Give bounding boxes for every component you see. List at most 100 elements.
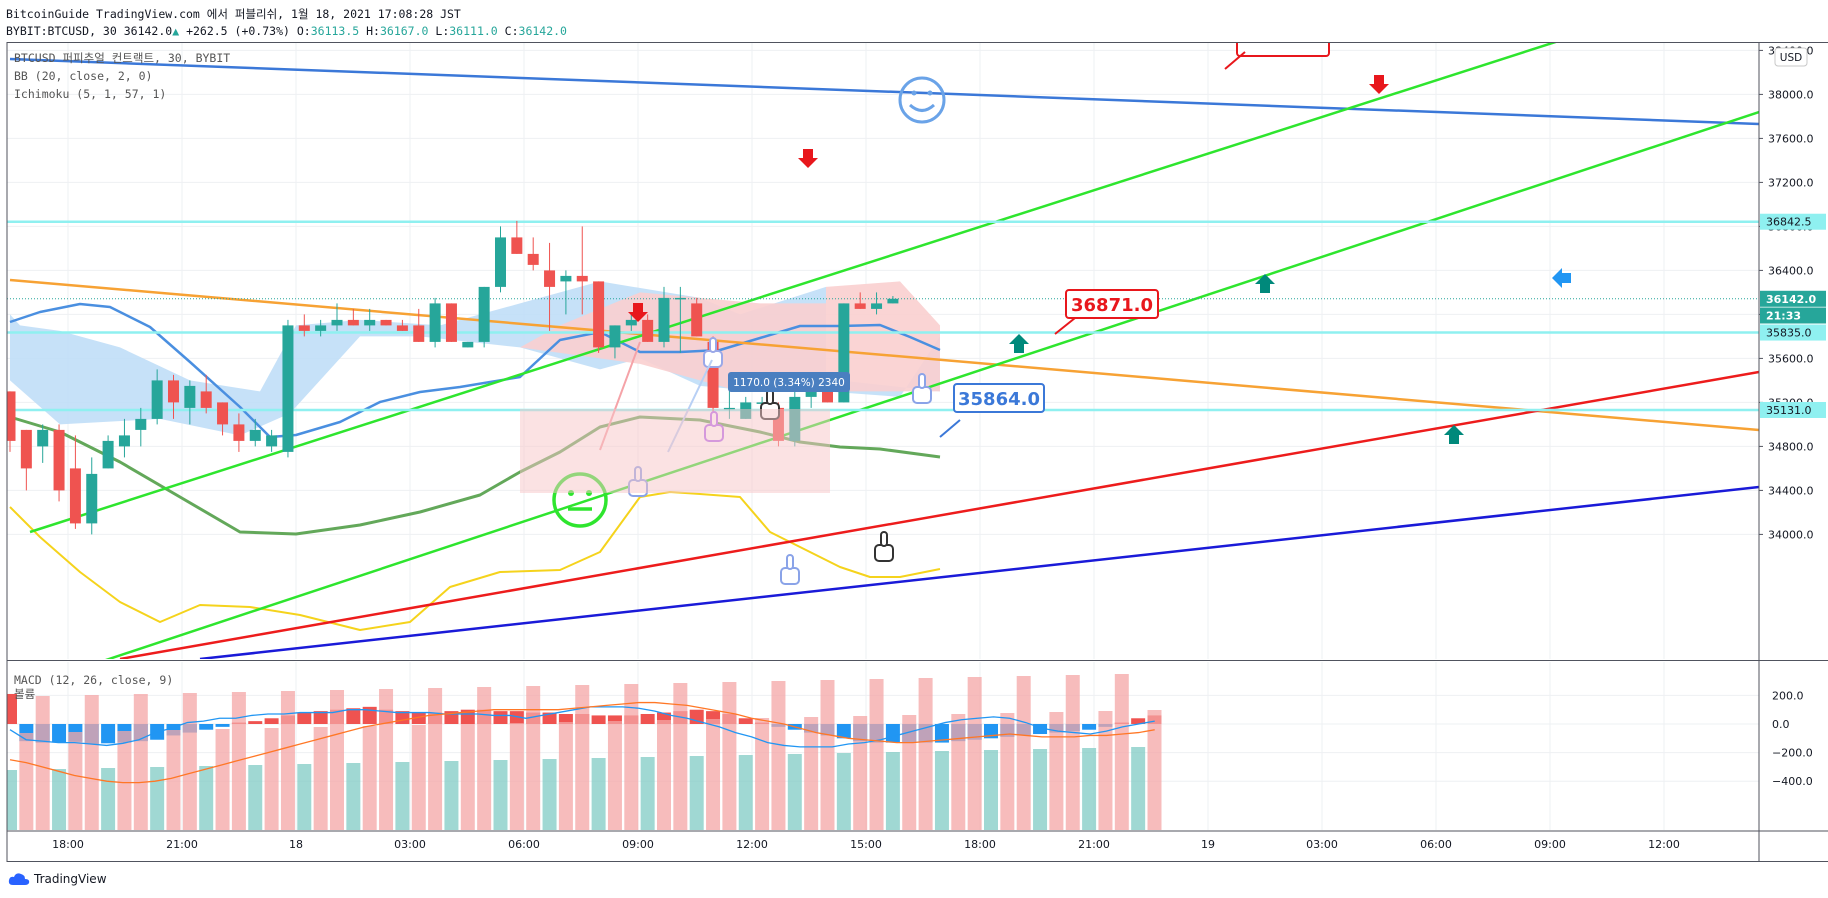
candle-body: [233, 424, 245, 441]
macd-histogram-bar: [52, 724, 67, 743]
y-tick-label: 36400.0: [1768, 264, 1814, 277]
price-callout-top: [1236, 42, 1330, 57]
measure-label: 1170.0 (3.34%) 2340: [728, 372, 850, 392]
legend: BTCUSD 퍼피추얼 컨트랙트, 30, BYBIT BB (20, clos…: [14, 51, 230, 701]
volume-bar: [607, 721, 622, 830]
navy-trend-line: [199, 485, 1759, 659]
y-tick-label: 34800.0: [1768, 440, 1814, 453]
x-tick-label: 06:00: [1420, 838, 1452, 851]
candle-body: [102, 440, 114, 469]
close-value: 36142.0: [518, 24, 567, 38]
candle-body: [478, 286, 490, 342]
trend-lines[interactable]: [7, 42, 1759, 662]
signal-line: [9, 701, 1155, 784]
volume-bar: [52, 769, 67, 830]
volume-bar: [493, 760, 508, 830]
volume-bar: [722, 682, 737, 830]
volume-bar: [68, 732, 83, 830]
volume-bar: [379, 689, 394, 830]
volume-bar: [444, 761, 459, 830]
candle-body: [69, 468, 81, 524]
volume-bar: [706, 719, 721, 830]
green-channel-upper: [29, 42, 1560, 534]
candle-body: [429, 303, 441, 342]
volume-bar: [640, 757, 655, 830]
macd-histogram-bar: [558, 713, 573, 724]
x-tick-label: 21:00: [1078, 838, 1110, 851]
volume-bar: [738, 755, 753, 830]
candle-body: [838, 303, 850, 403]
callout-leader: [1224, 51, 1246, 70]
volume-bar: [1000, 713, 1015, 830]
svg-text:USD: USD: [1780, 52, 1802, 64]
volume-bar: [1049, 712, 1064, 830]
candle-body: [527, 253, 539, 265]
volume-bar: [902, 715, 917, 830]
macd-histogram-bar: [297, 712, 312, 724]
symbol-label: BYBIT:BTCUSD, 30: [6, 24, 117, 38]
macd-histogram-bar: [346, 708, 361, 724]
candle-body: [560, 275, 572, 282]
volume-bar: [984, 750, 998, 830]
volume-bar: [199, 766, 214, 830]
volume-bar: [934, 751, 949, 830]
red-trend-line: [119, 370, 1759, 659]
candle-body: [380, 319, 392, 326]
macd-histogram-bar: [657, 712, 671, 724]
macd-histogram-bar: [493, 711, 508, 724]
sell-arrow-icon: [1369, 75, 1389, 94]
price-callout: 36871.0: [1054, 289, 1159, 335]
x-tick-label: 12:00: [1648, 838, 1680, 851]
pointing-hand-icon: [780, 554, 800, 585]
volume-bar: [1033, 749, 1048, 830]
candle-body: [53, 429, 65, 491]
legend-ichimoku: Ichimoku (5, 1, 57, 1): [14, 87, 166, 101]
tradingview-logo[interactable]: TradingView: [8, 872, 107, 886]
left-arrow-icon: [1552, 268, 1571, 288]
macd-line: [9, 706, 1155, 748]
conversion-line: [9, 491, 941, 631]
candle-body: [854, 303, 866, 309]
volume-bar: [477, 687, 492, 830]
happy-face-icon: [898, 76, 946, 124]
publish-info: BitcoinGuide TradingView.com 에서 퍼블리쉬, 1월…: [6, 7, 461, 21]
volume-bar: [150, 767, 165, 830]
macd-tick-label: −200.0: [1772, 747, 1813, 760]
axis-price-label: 21:33: [1760, 307, 1826, 324]
macd-histogram-bar: [640, 713, 655, 724]
drawings[interactable]: 1170.0 (3.34%) 2340 36871.0 35864.0: [520, 42, 1571, 585]
macd-histogram-bar: [313, 711, 328, 724]
volume-bar: [7, 770, 17, 830]
currency-badge[interactable]: USD: [1774, 47, 1808, 67]
volume-bar: [558, 722, 573, 830]
volume-bar: [1082, 748, 1097, 830]
candle-body: [151, 380, 163, 419]
legend-macd: MACD (12, 26, close, 9): [14, 673, 173, 687]
candle-body: [609, 325, 621, 348]
macd-indicator: [7, 674, 1162, 830]
volume-bar: [1098, 711, 1113, 830]
price-chart[interactable]: 1170.0 (3.34%) 2340 36871.0 35864.0 34000.…: [0, 42, 1828, 862]
volume-bar: [395, 762, 410, 830]
measure-label-text: 1170.0 (3.34%) 2340: [733, 377, 845, 389]
candle-body: [413, 325, 425, 342]
volume-bar: [101, 768, 116, 830]
candle-body: [266, 435, 278, 447]
volume-bar: [836, 753, 851, 830]
volume-bar: [264, 728, 279, 830]
volume-bar: [428, 688, 443, 830]
volume-bar: [853, 716, 868, 830]
candle-body: [495, 237, 506, 287]
candle-body: [445, 303, 457, 342]
candle-body: [37, 429, 49, 447]
x-tick-label: 03:00: [394, 838, 426, 851]
candle-body: [658, 297, 670, 342]
ohlc-bar: BYBIT:BTCUSD, 30 36142.0▲ +262.5 (+0.73%…: [6, 24, 567, 38]
macd-histogram-bar: [460, 709, 475, 724]
x-tick-label: 18:00: [52, 838, 84, 851]
volume-bar: [869, 679, 884, 830]
volume-bar: [1016, 676, 1031, 830]
macd-histogram-bar: [362, 706, 377, 724]
candle-body: [544, 270, 556, 287]
volume-bar: [313, 727, 328, 830]
